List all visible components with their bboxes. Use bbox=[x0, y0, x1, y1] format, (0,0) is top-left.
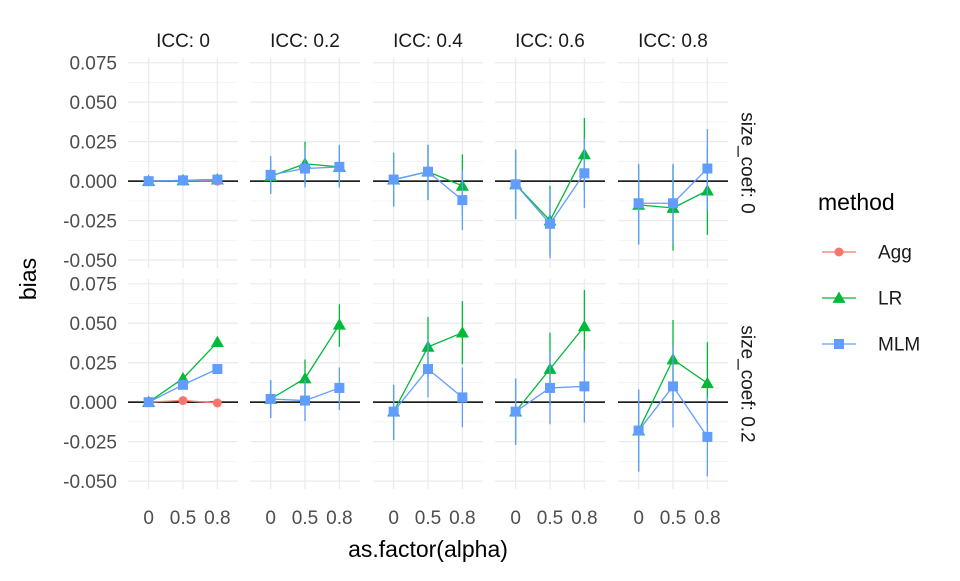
data-point-mlm bbox=[143, 176, 154, 187]
data-point-mlm bbox=[212, 174, 223, 185]
data-point-mlm bbox=[178, 175, 188, 186]
legend-title: method bbox=[818, 189, 895, 215]
data-point-mlm bbox=[702, 431, 713, 442]
data-point-lr bbox=[210, 335, 224, 348]
facet-col-label: ICC: 0.2 bbox=[270, 31, 340, 52]
data-point-agg bbox=[212, 398, 222, 408]
facet-col-label: ICC: 0.6 bbox=[515, 31, 585, 52]
data-point-mlm bbox=[702, 163, 713, 174]
data-point-lr bbox=[332, 318, 346, 330]
data-point-mlm bbox=[334, 161, 345, 172]
data-point-agg bbox=[178, 396, 188, 406]
legend-key-agg bbox=[834, 247, 844, 257]
data-point-lr bbox=[700, 376, 714, 389]
data-point-mlm bbox=[633, 425, 644, 436]
data-point-mlm bbox=[388, 406, 399, 417]
facet-col-label: ICC: 0.8 bbox=[638, 31, 708, 52]
data-point-mlm bbox=[178, 379, 188, 390]
x-tick-label: 0.8 bbox=[449, 508, 475, 529]
y-tick-label: 0.000 bbox=[69, 172, 117, 193]
data-point-mlm bbox=[212, 364, 223, 374]
data-point-lr bbox=[455, 326, 469, 338]
y-tick-label: 0.050 bbox=[69, 314, 117, 335]
y-tick-label: 0.050 bbox=[69, 93, 117, 114]
y-axis-title: bias bbox=[15, 258, 41, 300]
x-tick-label: 0.5 bbox=[537, 508, 563, 529]
x-tick-label: 0.8 bbox=[326, 508, 352, 529]
x-tick-label: 0.8 bbox=[694, 508, 720, 529]
data-point-lr bbox=[298, 371, 312, 384]
data-point-mlm bbox=[668, 381, 678, 392]
x-tick-label: 0 bbox=[510, 508, 521, 529]
data-point-mlm bbox=[668, 198, 678, 209]
data-point-mlm bbox=[579, 168, 590, 179]
facet-row-label: size_coef: 0.2 bbox=[736, 325, 757, 442]
data-point-mlm bbox=[388, 174, 399, 185]
data-point-mlm bbox=[143, 397, 154, 408]
legend-label: LR bbox=[878, 289, 902, 310]
x-tick-label: 0.5 bbox=[415, 508, 441, 529]
data-point-mlm bbox=[265, 394, 276, 404]
y-tick-label: 0.025 bbox=[69, 353, 117, 374]
x-tick-label: 0.8 bbox=[571, 508, 597, 529]
data-point-mlm bbox=[300, 395, 310, 406]
data-point-mlm bbox=[545, 382, 555, 393]
x-axis-title: as.factor(alpha) bbox=[348, 536, 508, 562]
data-point-mlm bbox=[265, 169, 276, 180]
legend-label: Agg bbox=[878, 243, 912, 264]
y-tick-label: -0.050 bbox=[63, 472, 117, 493]
data-point-mlm bbox=[423, 166, 433, 177]
data-point-mlm bbox=[633, 198, 644, 209]
data-point-mlm bbox=[334, 382, 345, 393]
data-point-mlm bbox=[579, 381, 590, 392]
x-tick-label: 0 bbox=[633, 508, 644, 529]
data-point-mlm bbox=[423, 364, 433, 374]
data-point-mlm bbox=[300, 163, 310, 174]
y-tick-label: 0.000 bbox=[69, 393, 117, 414]
data-point-lr bbox=[577, 319, 591, 332]
x-tick-label: 0.5 bbox=[660, 508, 686, 529]
facet-col-label: ICC: 0.4 bbox=[393, 31, 463, 52]
facet-row-label: size_coef: 0 bbox=[736, 112, 757, 213]
y-tick-label: 0.075 bbox=[69, 274, 117, 295]
data-point-mlm bbox=[545, 218, 555, 229]
facet-col-label: ICC: 0 bbox=[156, 31, 210, 52]
x-tick-label: 0.5 bbox=[292, 508, 318, 529]
x-tick-label: 0.5 bbox=[170, 508, 196, 529]
x-tick-label: 0 bbox=[265, 508, 276, 529]
y-tick-label: 0.025 bbox=[69, 132, 117, 153]
x-tick-label: 0 bbox=[388, 508, 399, 529]
y-tick-label: 0.075 bbox=[69, 53, 117, 74]
x-tick-label: 0 bbox=[143, 508, 154, 529]
data-point-mlm bbox=[510, 406, 521, 417]
y-tick-label: -0.025 bbox=[63, 211, 117, 232]
legend-key-lr bbox=[832, 291, 846, 303]
y-tick-label: -0.025 bbox=[63, 432, 117, 453]
data-point-mlm bbox=[457, 195, 468, 206]
data-point-mlm bbox=[457, 392, 468, 403]
legend-key-mlm bbox=[834, 339, 844, 349]
x-tick-label: 0.8 bbox=[204, 508, 230, 529]
y-tick-label: -0.050 bbox=[63, 251, 117, 272]
legend-label: MLM bbox=[878, 335, 920, 356]
data-point-mlm bbox=[510, 179, 521, 190]
